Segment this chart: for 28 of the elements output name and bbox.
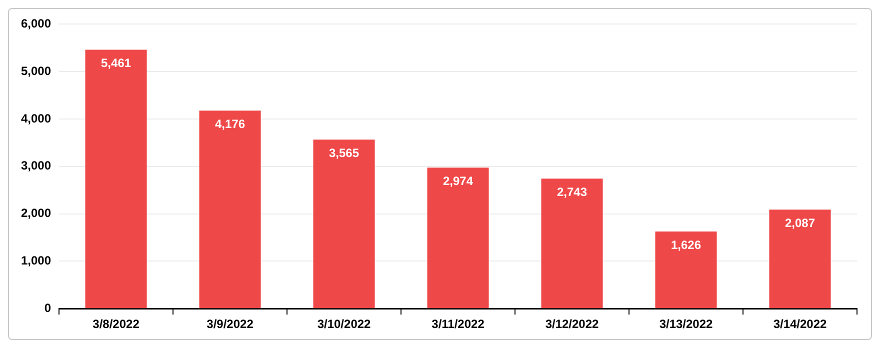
bar <box>313 140 375 308</box>
y-tick-label: 1,000 <box>21 254 52 268</box>
bar <box>769 210 831 308</box>
bar <box>541 178 603 308</box>
x-tick-label: 3/12/2022 <box>545 317 600 332</box>
bar <box>655 232 717 308</box>
x-tick-label: 3/8/2022 <box>92 317 140 332</box>
data-label: 2,974 <box>443 174 474 188</box>
bar <box>427 168 489 308</box>
x-tick-label: 3/14/2022 <box>773 317 828 332</box>
y-tick-label: 3,000 <box>21 158 52 173</box>
y-tick-label: 5,000 <box>21 64 52 78</box>
y-tick-label: 0 <box>44 300 52 315</box>
y-tick-label: 2,000 <box>21 206 52 220</box>
x-tick-label: 3/10/2022 <box>317 317 372 332</box>
data-label: 2,743 <box>556 184 588 199</box>
y-tick-label: 6,000 <box>21 16 52 31</box>
data-label: 1,626 <box>670 238 702 252</box>
y-tick-label: 4,000 <box>21 111 52 126</box>
data-label: 2,087 <box>784 216 816 230</box>
data-label: 5,461 <box>101 56 132 70</box>
x-tick-label: 3/11/2022 <box>432 317 485 332</box>
data-label: 4,176 <box>215 116 246 131</box>
data-label: 3,565 <box>329 146 360 160</box>
x-tick-label: 3/13/2022 <box>659 317 714 332</box>
x-tick-label: 3/9/2022 <box>206 317 254 332</box>
bar <box>85 50 147 308</box>
bar <box>199 110 261 308</box>
